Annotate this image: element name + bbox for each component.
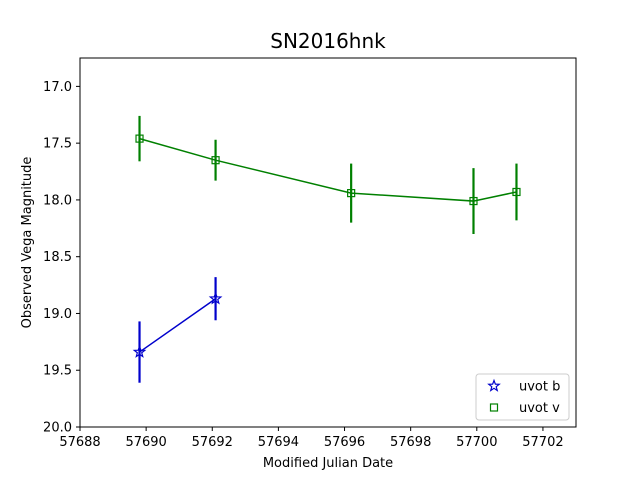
legend-star-icon: [487, 378, 501, 392]
legend-square-icon: [489, 403, 499, 412]
x-axis-label: Modified Julian Date: [263, 456, 393, 471]
star-marker: [132, 344, 147, 358]
x-tick-label: 57694: [258, 435, 299, 450]
y-tick-label: 17.5: [43, 137, 72, 152]
y-axis-label: Observed Vega Magnitude: [20, 157, 35, 329]
x-tick-label: 57700: [456, 435, 497, 450]
x-tick-label: 57688: [59, 435, 100, 450]
legend-box: [475, 373, 570, 421]
series-uvot-b: [132, 277, 223, 383]
x-axis: 57688 57690 57692 57694 57696 57698 57700 57702: [59, 427, 564, 450]
square-marker: [211, 156, 220, 165]
x-tick-label: 57698: [390, 435, 431, 450]
x-tick-label: 57696: [324, 435, 365, 450]
series-line: [139, 298, 217, 353]
x-tick-label: 57692: [192, 435, 233, 450]
chart-title: SN2016hnk: [270, 29, 386, 53]
x-tick-label: 57702: [522, 435, 563, 450]
square-marker: [469, 196, 478, 206]
series-layer: [132, 115, 521, 383]
legend-label: uvot b: [519, 380, 560, 395]
plot-area: [79, 57, 577, 428]
square-marker: [347, 189, 356, 198]
y-tick-label: 17.0: [43, 80, 72, 95]
y-tick-label: 19.0: [43, 307, 72, 322]
legend: uvot b uvot v: [475, 373, 570, 421]
square-marker: [135, 134, 144, 143]
y-tick-label: 20.0: [43, 421, 72, 436]
y-tick-label: 18.0: [43, 193, 72, 208]
star-marker: [208, 291, 223, 305]
x-tick-label: 57690: [125, 435, 166, 450]
legend-label: uvot v: [519, 401, 560, 416]
series-uvot-v: [135, 115, 521, 234]
y-tick-label: 19.5: [43, 364, 72, 379]
y-axis: 17.0 17.5 18.0 18.5 19.0 19.5 20.0: [43, 80, 80, 436]
y-tick-label: 18.5: [43, 250, 72, 265]
square-marker: [512, 187, 521, 197]
